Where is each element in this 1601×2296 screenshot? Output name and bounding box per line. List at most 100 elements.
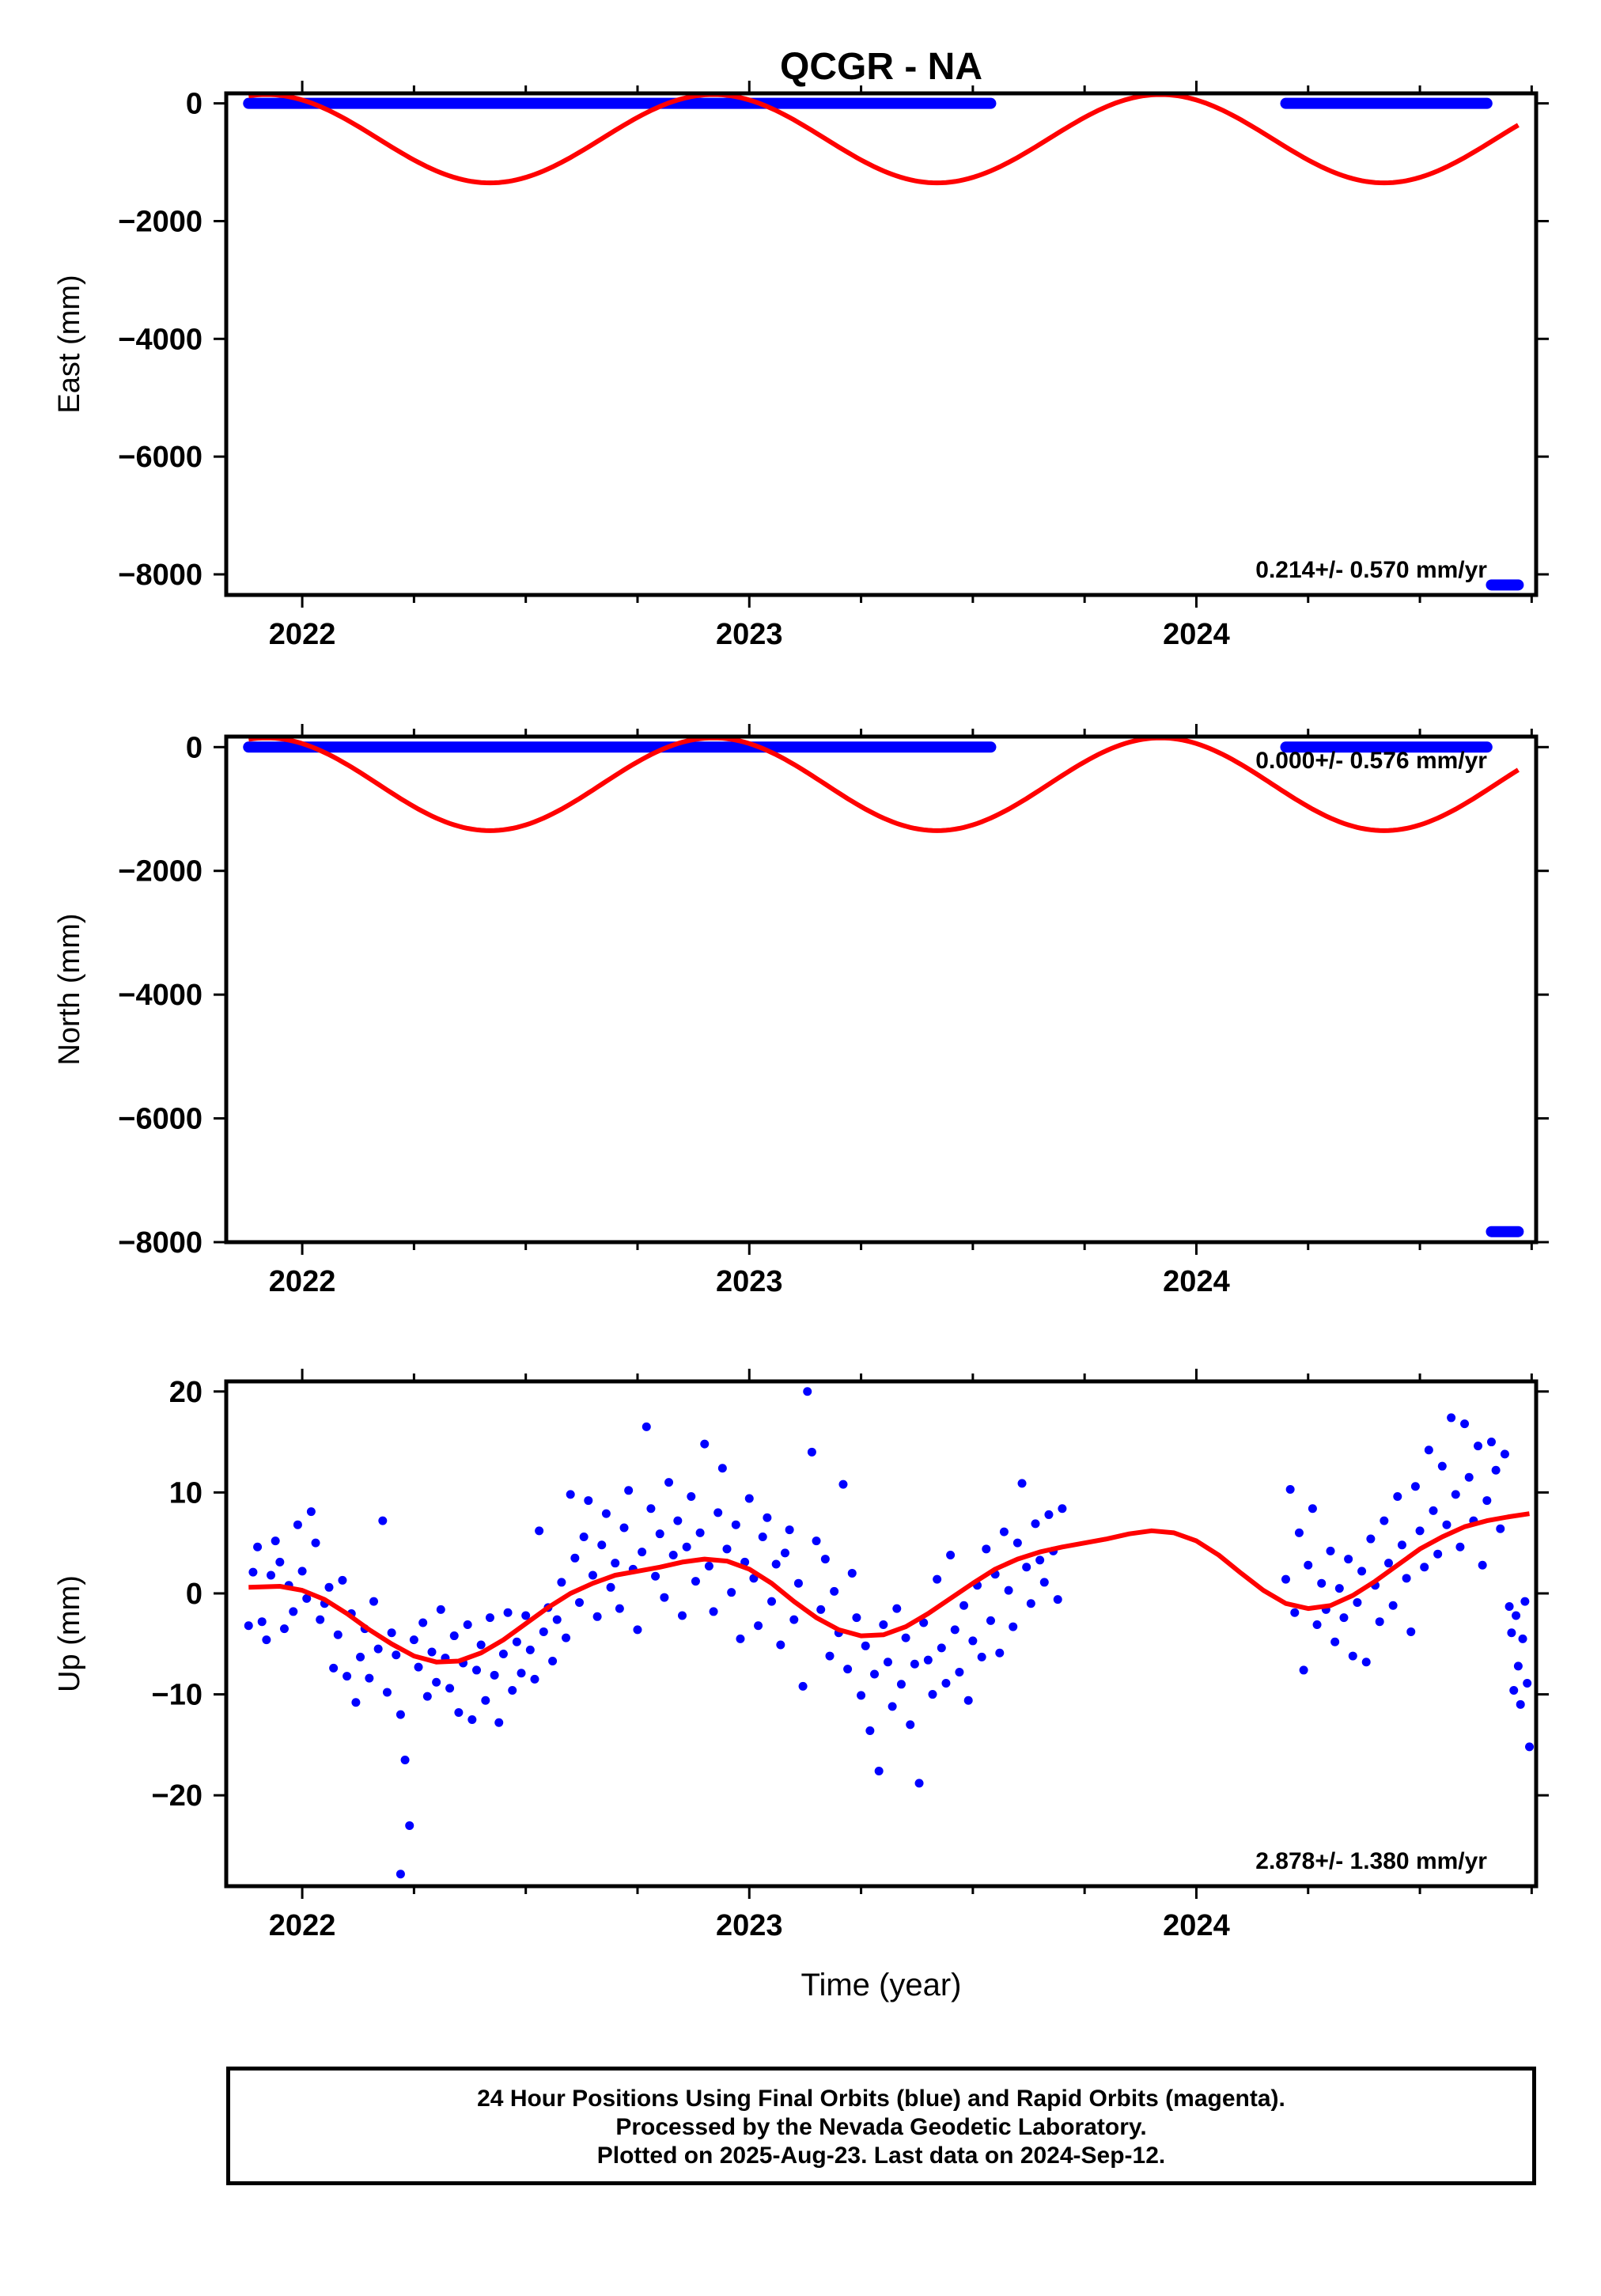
data-point: [919, 1618, 929, 1627]
data-point: [248, 1567, 258, 1577]
x-tick-label: 2024: [1163, 1265, 1230, 1298]
y-tick-label: 20: [169, 1376, 202, 1409]
panel-north: 2022 2023 2024 0 −2000 −4000 −6000 −8000 North (…: [53, 724, 1549, 1298]
data-point: [638, 1548, 647, 1557]
data-point: [275, 1557, 285, 1567]
y-tick-label: −2000: [118, 855, 202, 888]
data-point: [1513, 1661, 1523, 1671]
data-point: [257, 1617, 267, 1627]
data-point: [463, 1620, 472, 1630]
data-point: [1402, 1574, 1411, 1583]
data-point: [508, 1685, 517, 1695]
y-tick-label: −8000: [118, 559, 202, 592]
data-point: [351, 1698, 361, 1707]
data-point: [615, 1604, 624, 1613]
data-point: [409, 1635, 418, 1645]
data-point: [861, 1641, 870, 1650]
data-point: [570, 1553, 580, 1563]
data-point: [427, 1647, 437, 1657]
data-point: [503, 1608, 513, 1617]
data-point: [262, 1635, 271, 1645]
x-tick-label: 2024: [1163, 1909, 1230, 1942]
data-point: [382, 1688, 392, 1697]
data-point: [324, 1582, 334, 1592]
data-point: [422, 1692, 432, 1701]
data-point: [289, 1607, 298, 1616]
data-point: [1334, 1584, 1344, 1593]
data-point: [892, 1604, 902, 1613]
data-point: [606, 1582, 615, 1592]
data-point: [535, 1526, 544, 1536]
data-point: [1344, 1555, 1353, 1564]
data-point: [1326, 1546, 1335, 1555]
data-point: [1442, 1520, 1451, 1529]
data-point: [923, 1655, 933, 1665]
y-tick-label: −4000: [118, 979, 202, 1012]
data-point: [825, 1651, 835, 1661]
plot-area: [243, 737, 1524, 1237]
data-point: [713, 1508, 723, 1517]
data-point: [1053, 1595, 1062, 1605]
data-point: [1451, 1490, 1460, 1499]
data-point: [418, 1618, 428, 1627]
data-point: [1012, 1538, 1022, 1548]
data-point: [717, 1464, 727, 1473]
data-point: [736, 1634, 745, 1643]
data-point: [1518, 1634, 1527, 1643]
model-curve: [248, 1511, 1530, 1665]
data-point: [1330, 1637, 1340, 1646]
data-point: [1512, 1611, 1521, 1620]
data-point: [901, 1633, 910, 1642]
data-point: [695, 1528, 705, 1537]
data-point: [1290, 1608, 1300, 1617]
data-point: [646, 1504, 656, 1514]
data-point: [1312, 1620, 1322, 1630]
data-point: [449, 1631, 459, 1641]
x-tick-label: 2023: [716, 1909, 783, 1942]
data-point: [597, 1540, 607, 1550]
data-point: [392, 1650, 401, 1660]
data-point: [1478, 1560, 1487, 1570]
data-point: [1308, 1504, 1317, 1514]
plot-frame: [224, 91, 1539, 597]
data-point: [677, 1611, 687, 1620]
data-point: [906, 1720, 915, 1730]
y-tick-label: −8000: [118, 1226, 202, 1260]
data-point: [763, 1513, 772, 1522]
data-point: [865, 1726, 875, 1735]
data-point: [329, 1663, 339, 1673]
data-point: [1361, 1658, 1371, 1667]
y-tick-label: −20: [152, 1779, 202, 1813]
x-tick-label: 2024: [1163, 618, 1230, 651]
data-point: [601, 1509, 611, 1518]
data-point: [977, 1652, 986, 1661]
plot-frame: [224, 734, 1539, 1245]
caption-line-2: Processed by the Nevada Geodetic Laborat…: [615, 2114, 1147, 2140]
data-point: [1317, 1578, 1327, 1588]
data-point: [727, 1588, 736, 1597]
data-point: [687, 1491, 696, 1501]
data-point: [432, 1677, 441, 1687]
data-point: [1424, 1445, 1433, 1455]
data-point: [982, 1544, 991, 1554]
data-point: [311, 1538, 320, 1548]
data-point: [1026, 1599, 1035, 1608]
panel-east: QCGR - NA 2022 2023 2024 0 −2000 −4000 −6000 −80…: [53, 46, 1549, 651]
y-tick-label: −10: [152, 1679, 202, 1712]
data-point: [1285, 1485, 1295, 1495]
chart-title: QCGR - NA: [780, 46, 982, 88]
data-point: [812, 1536, 821, 1546]
y-axis-label: East (mm): [53, 275, 86, 413]
data-point: [928, 1690, 937, 1699]
plot-frame: [224, 1379, 1539, 1889]
data-point: [1482, 1496, 1492, 1506]
data-point: [436, 1605, 445, 1614]
data-point: [467, 1714, 477, 1724]
velocity-label: 0.214+/- 0.570 mm/yr: [1255, 557, 1487, 583]
data-point: [498, 1650, 508, 1659]
data-point: [955, 1667, 964, 1677]
data-point: [611, 1559, 620, 1568]
data-point: [539, 1627, 548, 1636]
data-point: [722, 1544, 732, 1554]
data-point: [1017, 1479, 1027, 1488]
